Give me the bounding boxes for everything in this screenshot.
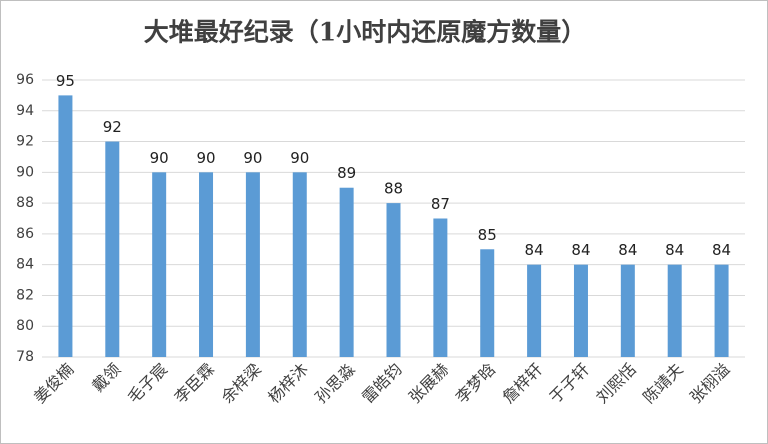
- bar: [573, 264, 588, 357]
- value-label: 84: [525, 241, 544, 259]
- y-tick-label: 86: [16, 226, 34, 242]
- value-label: 87: [431, 195, 450, 213]
- y-tick-label: 82: [16, 287, 34, 303]
- bar: [199, 172, 214, 357]
- value-label: 88: [384, 180, 403, 198]
- y-tick-label: 96: [16, 72, 34, 88]
- bar: [58, 95, 73, 357]
- value-label: 85: [478, 226, 497, 244]
- bar: [386, 203, 401, 357]
- bar: [620, 264, 635, 357]
- y-tick-label: 94: [16, 103, 34, 119]
- value-label: 84: [665, 241, 684, 259]
- bar: [667, 264, 682, 357]
- y-tick-label: 78: [16, 349, 34, 365]
- bar: [433, 218, 448, 357]
- y-tick-label: 84: [16, 257, 34, 273]
- value-label: 90: [150, 149, 169, 167]
- y-tick-label: 90: [16, 164, 34, 180]
- value-label: 84: [571, 241, 590, 259]
- bar: [292, 172, 307, 357]
- bar: [714, 264, 729, 357]
- value-label: 95: [56, 72, 75, 90]
- value-label: 90: [243, 149, 262, 167]
- bar: [152, 172, 167, 357]
- bar: [339, 187, 354, 357]
- y-tick-label: 92: [16, 134, 34, 150]
- chart-title: 大堆最好纪录（1小时内还原魔方数量）: [144, 18, 586, 47]
- value-label: 84: [712, 241, 731, 259]
- bar: [245, 172, 260, 357]
- value-label: 90: [290, 149, 309, 167]
- bar: [105, 141, 120, 357]
- value-label: 92: [103, 118, 122, 136]
- value-label: 89: [337, 164, 356, 182]
- value-label: 84: [618, 241, 637, 259]
- y-tick-label: 88: [16, 195, 34, 211]
- bar: [480, 249, 495, 357]
- bar: [527, 264, 542, 357]
- value-label: 90: [196, 149, 215, 167]
- y-tick-label: 80: [16, 318, 34, 334]
